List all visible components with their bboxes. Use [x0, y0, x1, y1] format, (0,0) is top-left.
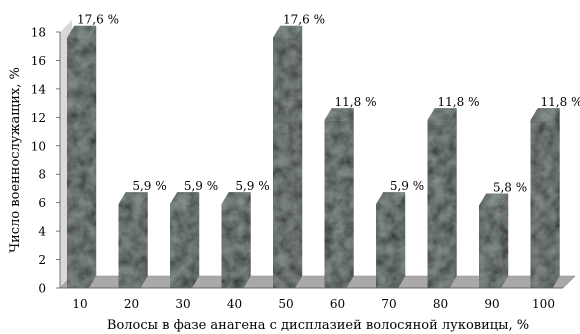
- bar-front: [324, 120, 347, 288]
- y-tick-label: 0: [38, 282, 46, 296]
- bar: [479, 193, 509, 288]
- bar-top: [479, 193, 509, 206]
- data-label: 5,9 %: [235, 179, 269, 193]
- y-axis: 0 2 4 6 8 10 12 14 16 18: [31, 26, 61, 296]
- bar-front: [273, 37, 295, 288]
- bar-front: [67, 37, 89, 288]
- x-axis-label: Волосы в фазе анагена с дисплазией волос…: [107, 318, 529, 333]
- x-tick-label: 50: [278, 297, 293, 311]
- bar-top: [221, 192, 251, 205]
- bar-front: [221, 204, 244, 288]
- bar-front: [170, 204, 192, 288]
- bar-side: [346, 108, 354, 288]
- y-tick-label: 6: [38, 196, 46, 210]
- bar: [530, 108, 560, 288]
- data-label: 5,9 %: [132, 179, 166, 193]
- data-label: 11,8 %: [541, 95, 580, 109]
- bar-side: [89, 25, 97, 288]
- bar-side: [449, 108, 457, 288]
- y-axis-label: Число военнослужащих, %: [8, 67, 23, 253]
- bar-top: [427, 108, 457, 121]
- bar: [118, 192, 148, 288]
- bar-top: [118, 192, 148, 205]
- x-tick-label: 20: [124, 297, 139, 311]
- bar-front: [427, 120, 450, 288]
- x-tick-label: 10: [72, 297, 87, 311]
- x-tick-label: 80: [433, 297, 448, 311]
- bar-front: [530, 120, 553, 288]
- y-tick-label: 10: [31, 139, 46, 153]
- y-tick-label: 16: [31, 54, 46, 68]
- bar-top: [530, 108, 560, 121]
- bar-top: [170, 192, 200, 205]
- bar-top: [67, 25, 97, 38]
- x-axis: 10 20 30 40 50 60 70 80 90 100: [60, 287, 563, 311]
- y-tick-label: 8: [38, 168, 46, 182]
- x-tick-label: 30: [175, 297, 190, 311]
- y-tick-label: 2: [38, 253, 46, 267]
- data-label: 17,6 %: [77, 13, 119, 27]
- bar: [221, 192, 251, 288]
- bar-top: [376, 192, 406, 205]
- bar: [324, 108, 354, 288]
- bar: [273, 25, 303, 288]
- x-tick-label: 90: [484, 297, 499, 311]
- y-tick-label: 14: [31, 82, 47, 96]
- bar-front: [118, 204, 141, 288]
- bar-top: [273, 25, 303, 38]
- bars: 17,6 % 5,9 % 5,9 % 5,9 % 17,6 % 11,8 % 5,9 % 11…: [67, 13, 580, 288]
- bar-side: [192, 192, 200, 288]
- bar: [67, 25, 97, 288]
- data-label: 5,8 %: [493, 181, 527, 195]
- data-label: 11,8 %: [438, 95, 480, 109]
- bar-side: [398, 192, 406, 288]
- bar-side: [140, 192, 148, 288]
- bar-top: [324, 108, 354, 121]
- x-tick-label: 40: [227, 297, 242, 311]
- data-label: 5,9 %: [184, 179, 218, 193]
- data-label: 17,6 %: [283, 13, 325, 27]
- bar: [170, 192, 200, 288]
- y-tick-label: 4: [38, 225, 46, 239]
- x-tick-label: 100: [532, 297, 555, 311]
- y-tick-label: 12: [31, 111, 46, 125]
- x-tick-label: 60: [330, 297, 345, 311]
- bar-front: [376, 204, 398, 288]
- bar-side: [243, 192, 251, 288]
- data-label: 11,8 %: [335, 95, 377, 109]
- bar-front: [479, 205, 501, 288]
- data-label: 5,9 %: [390, 179, 424, 193]
- x-tick-label: 70: [381, 297, 396, 311]
- bar-side: [501, 193, 509, 288]
- bar: [427, 108, 457, 288]
- bar-side: [552, 108, 560, 288]
- bar-side: [295, 25, 303, 288]
- bar: [376, 192, 406, 288]
- y-tick-label: 18: [31, 26, 46, 40]
